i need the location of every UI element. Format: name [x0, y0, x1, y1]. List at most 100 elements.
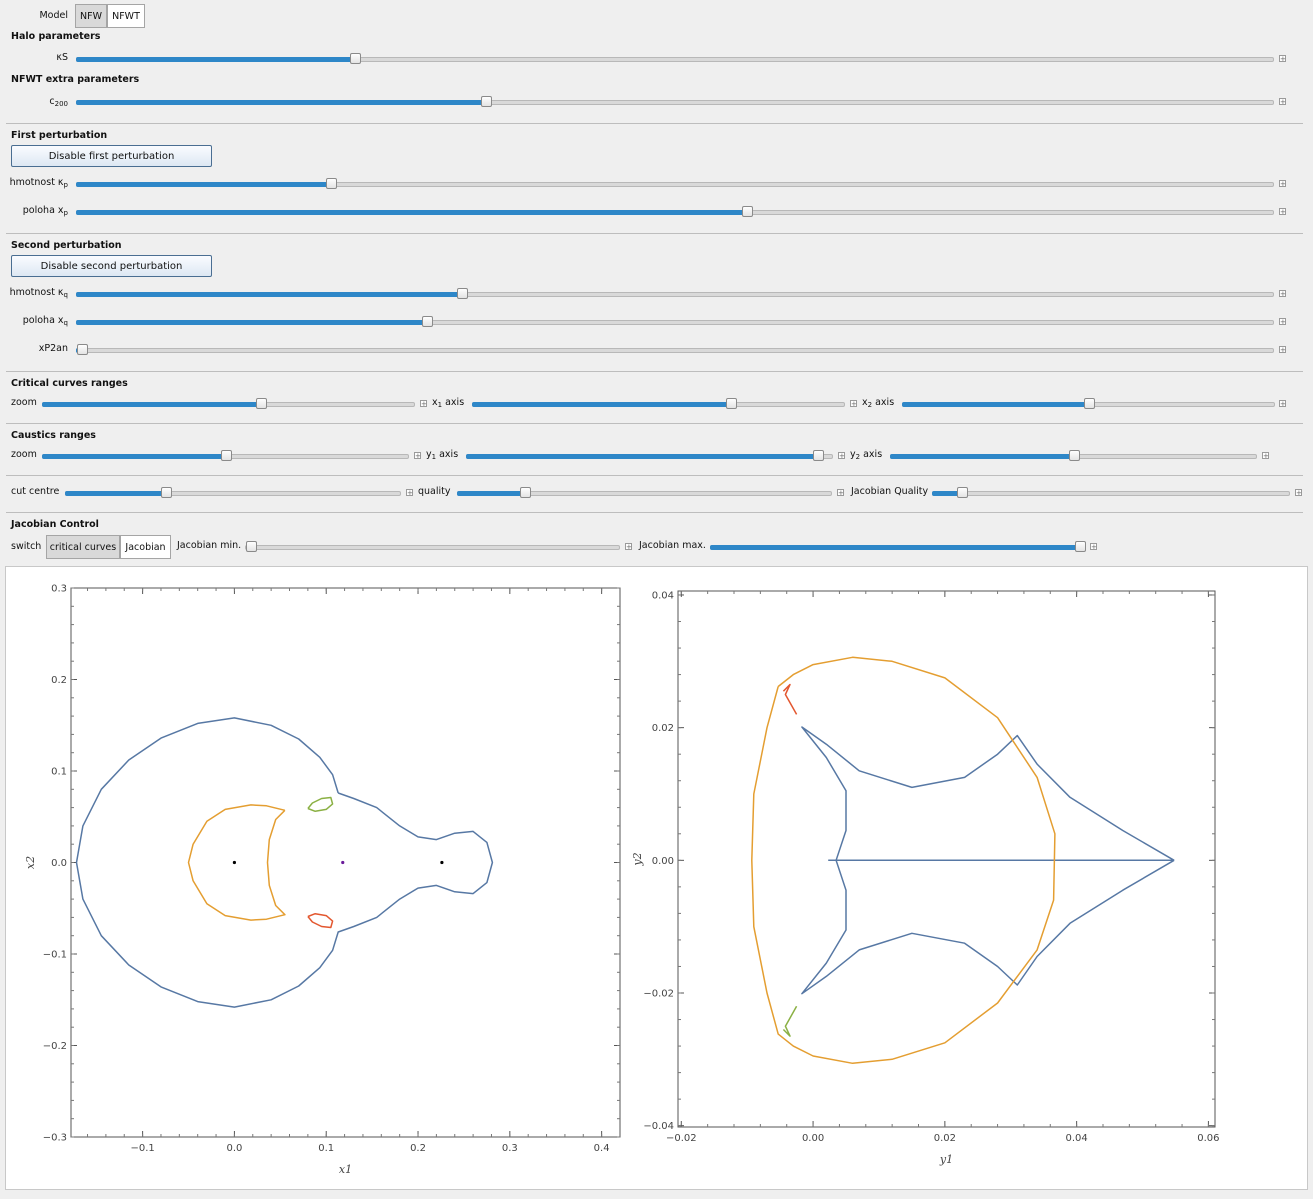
- crit-x2-label-main: x: [862, 397, 868, 408]
- curve-blue: [75, 717, 494, 1008]
- crit-zoom-slider[interactable]: [42, 398, 415, 409]
- crit-x1-label-main: x: [432, 397, 438, 408]
- caus-zoom-slider[interactable]: [42, 450, 409, 461]
- jacobian-quality-fill: [932, 491, 963, 496]
- crit-x2-expand-icon[interactable]: +: [1279, 400, 1286, 408]
- caus-y1-label-sub: 1: [431, 453, 437, 461]
- c200-slider[interactable]: [76, 96, 1274, 107]
- jacobian-min-slider[interactable]: [245, 541, 620, 552]
- crit-x1-slider[interactable]: [472, 398, 845, 409]
- divider: [6, 475, 1303, 476]
- cut-centre-slider[interactable]: [65, 487, 401, 498]
- caus-y1-slider[interactable]: [466, 450, 833, 461]
- kappa-s-expand-icon[interactable]: +: [1279, 55, 1286, 63]
- jacobian-quality-slider[interactable]: [932, 487, 1290, 498]
- x-tick-label: −0.1: [130, 1143, 154, 1154]
- first-mass-thumb[interactable]: [326, 178, 338, 189]
- caus-zoom-label: zoom: [11, 449, 37, 460]
- model-option-nfw[interactable]: NFW: [75, 4, 107, 28]
- second-mass-label-main: hmotnost κ: [9, 287, 64, 298]
- y-tick-label: −0.1: [43, 950, 67, 961]
- switch-option-critical-curves[interactable]: critical curves: [46, 535, 120, 559]
- caus-y1-thumb[interactable]: [813, 450, 825, 461]
- quality-slider[interactable]: [457, 487, 832, 498]
- halo-section-title: Halo parameters: [11, 31, 101, 42]
- kappa-s-slider[interactable]: [76, 53, 1274, 64]
- model-label: Model: [39, 10, 68, 21]
- jacobian-max-label: Jacobian max.: [639, 540, 706, 551]
- c200-expand-icon[interactable]: +: [1279, 98, 1286, 106]
- first-mass-expand-icon[interactable]: +: [1279, 180, 1286, 188]
- cut-centre-expand-icon[interactable]: +: [406, 489, 413, 497]
- caus-zoom-expand-icon[interactable]: +: [414, 452, 421, 460]
- jacobian-quality-thumb[interactable]: [957, 487, 969, 498]
- crit-x2-thumb[interactable]: [1083, 398, 1095, 409]
- first-pos-slider[interactable]: [76, 206, 1274, 217]
- jacobian-max-expand-icon[interactable]: +: [1090, 543, 1097, 551]
- jacobian-control-title: Jacobian Control: [11, 519, 99, 530]
- first-pos-expand-icon[interactable]: +: [1279, 208, 1286, 216]
- second-pos-fill: [76, 320, 427, 325]
- disable-first-perturbation-button[interactable]: Disable first perturbation: [11, 145, 212, 167]
- jacobian-min-label: Jacobian min.: [177, 540, 242, 551]
- x-tick-label: 0.04: [1065, 1133, 1087, 1144]
- crit-x2-slider[interactable]: [902, 398, 1275, 409]
- second-mass-expand-icon[interactable]: +: [1279, 290, 1286, 298]
- quality-expand-icon[interactable]: +: [837, 489, 844, 497]
- x-tick-label: 0.3: [502, 1143, 518, 1154]
- y-tick-label: 0.02: [652, 723, 674, 734]
- quality-thumb[interactable]: [519, 487, 531, 498]
- jacobian-quality-expand-icon[interactable]: +: [1295, 489, 1302, 497]
- first-pos-thumb[interactable]: [741, 206, 753, 217]
- caus-y1-label: y1 axis: [426, 449, 458, 461]
- x-tick-label: 0.4: [594, 1143, 610, 1154]
- jacobian-max-slider[interactable]: [710, 541, 1086, 552]
- crit-x1-fill: [472, 402, 731, 407]
- switch-option-jacobian[interactable]: Jacobian: [120, 535, 171, 559]
- output-panel: [5, 566, 1308, 1190]
- caus-zoom-thumb[interactable]: [220, 450, 232, 461]
- cut-centre-thumb[interactable]: [160, 487, 172, 498]
- second-pos-slider[interactable]: [76, 316, 1274, 327]
- crit-x1-label-sub: 1: [437, 401, 443, 409]
- y-tick-label: −0.04: [643, 1121, 674, 1132]
- crit-zoom-thumb[interactable]: [255, 398, 267, 409]
- second-mass-slider[interactable]: [76, 288, 1274, 299]
- model-option-nfwt[interactable]: NFWT: [107, 4, 145, 28]
- second-pos-label-sub: q: [63, 319, 68, 327]
- y-tick-label: 0.04: [652, 590, 674, 601]
- caus-y1-label-suffix: axis: [436, 449, 459, 460]
- crit-zoom-expand-icon[interactable]: +: [420, 400, 427, 408]
- c200-thumb[interactable]: [480, 96, 492, 107]
- crit-x2-fill: [902, 402, 1089, 407]
- lens-point-marker: [232, 860, 237, 865]
- caus-y2-fill: [890, 454, 1074, 459]
- xp2an-slider[interactable]: [76, 344, 1274, 355]
- x-tick-label: 0.06: [1197, 1133, 1219, 1144]
- caus-y2-slider[interactable]: [890, 450, 1257, 461]
- c200-label-main: c: [49, 96, 55, 107]
- xp2an-thumb[interactable]: [76, 344, 88, 355]
- first-mass-slider[interactable]: [76, 178, 1274, 189]
- xp2an-expand-icon[interactable]: +: [1279, 346, 1286, 354]
- second-mass-label: hmotnost κq: [4, 287, 68, 299]
- disable-second-perturbation-button[interactable]: Disable second perturbation: [11, 255, 212, 277]
- kappa-s-thumb[interactable]: [350, 53, 362, 64]
- jacobian-min-thumb[interactable]: [246, 541, 257, 552]
- second-pos-thumb[interactable]: [422, 316, 433, 327]
- second-pos-label-main: poloha x: [22, 315, 64, 326]
- second-pos-expand-icon[interactable]: +: [1279, 318, 1286, 326]
- jacobian-min-expand-icon[interactable]: +: [625, 543, 632, 551]
- caus-y1-expand-icon[interactable]: +: [838, 452, 845, 460]
- first-pos-label-sub: p: [63, 209, 68, 217]
- crit-x1-expand-icon[interactable]: +: [850, 400, 857, 408]
- first-perturbation-title: First perturbation: [11, 130, 108, 141]
- crit-x1-thumb[interactable]: [725, 398, 737, 409]
- second-mass-label-sub: q: [63, 291, 68, 299]
- caus-y2-expand-icon[interactable]: +: [1262, 452, 1269, 460]
- y-axis-label: x2: [24, 856, 37, 869]
- caus-y2-thumb[interactable]: [1068, 450, 1080, 461]
- jacobian-max-thumb[interactable]: [1075, 541, 1086, 552]
- second-mass-thumb[interactable]: [456, 288, 468, 299]
- crit-x1-label-suffix: axis: [442, 397, 465, 408]
